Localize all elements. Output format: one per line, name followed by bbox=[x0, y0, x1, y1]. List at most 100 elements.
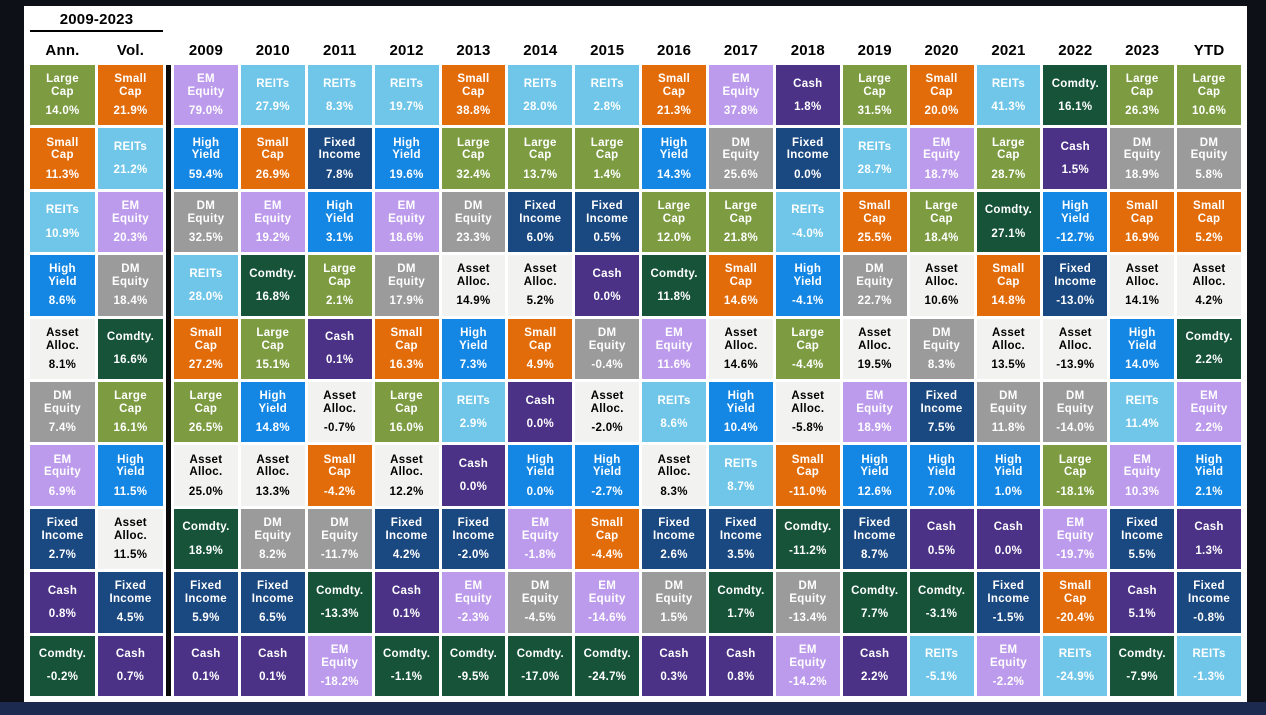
asset-cell-label: High Yield bbox=[116, 453, 145, 479]
asset-cell-label: EM Equity bbox=[44, 453, 81, 479]
asset-cell-label: High Yield bbox=[927, 453, 956, 479]
asset-cell-value: 18.6% bbox=[389, 231, 424, 244]
asset-cell: Large Cap 32.4% bbox=[441, 128, 506, 189]
asset-cell-label: High Yield bbox=[526, 453, 555, 479]
asset-cell: Comdty. 2.2% bbox=[1177, 318, 1241, 379]
asset-cell-value: 7.8% bbox=[325, 168, 354, 181]
asset-cell-label: DM Equity bbox=[454, 200, 492, 225]
asset-cell-label: DM Equity bbox=[187, 200, 225, 225]
asset-cell-label: High Yield bbox=[1127, 326, 1157, 352]
asset-cell-label: Cash bbox=[115, 648, 146, 661]
column-header-2023: 2023 bbox=[1125, 41, 1160, 59]
asset-cell-label: Asset Alloc. bbox=[590, 390, 624, 416]
asset-cell: Fixed Income 5.9% bbox=[174, 572, 238, 633]
asset-cell-label: Fixed Income bbox=[184, 580, 227, 606]
asset-cell-value: 4.9% bbox=[526, 358, 555, 371]
asset-cell-value: 5.1% bbox=[1128, 608, 1156, 621]
asset-cell-label: High Yield bbox=[592, 453, 622, 479]
asset-cell-value: -1.8% bbox=[524, 548, 557, 561]
asset-cell-value: 27.9% bbox=[255, 100, 290, 113]
asset-cell: Fixed Income -0.8% bbox=[1177, 572, 1241, 633]
asset-cell-value: 4.2% bbox=[1195, 295, 1223, 308]
asset-cell-value: 14.8% bbox=[255, 422, 290, 435]
asset-cell-value: 5.5% bbox=[1128, 548, 1156, 561]
asset-cell-label: Large Cap bbox=[390, 390, 423, 416]
asset-cell-label: REITs bbox=[1125, 394, 1159, 407]
asset-cell-label: Fixed Income bbox=[519, 200, 562, 225]
asset-cell: Large Cap 15.1% bbox=[240, 318, 305, 379]
bottom-accent-bar bbox=[0, 702, 1266, 715]
asset-cell-label: Small Cap bbox=[189, 326, 223, 352]
asset-cell-value: 15.1% bbox=[255, 358, 290, 371]
asset-cell: Small Cap 20.0% bbox=[909, 65, 974, 126]
asset-cell: Asset Alloc. 5.2% bbox=[508, 255, 573, 316]
asset-cell-value: -20.4% bbox=[1056, 612, 1095, 625]
asset-cell-label: DM Equity bbox=[588, 326, 626, 352]
asset-cell-value: 8.7% bbox=[727, 481, 755, 494]
asset-cell: Cash 1.8% bbox=[775, 65, 840, 126]
asset-cell-value: 11.8% bbox=[991, 422, 1026, 435]
asset-cell: Comdty. 11.8% bbox=[642, 255, 706, 316]
asset-cell: REITs -1.3% bbox=[1177, 635, 1241, 696]
asset-cell: REITs 8.6% bbox=[642, 382, 706, 443]
asset-cell-value: 0.1% bbox=[192, 671, 220, 684]
asset-cell-label: Cash bbox=[458, 457, 489, 470]
asset-cell-label: Small Cap bbox=[524, 326, 557, 352]
asset-cell-value: 37.8% bbox=[723, 105, 758, 118]
asset-cell: Asset Alloc. -2.0% bbox=[575, 382, 640, 443]
asset-cell-label: Large Cap bbox=[1058, 453, 1092, 479]
asset-cell: Small Cap 21.3% bbox=[642, 65, 706, 126]
asset-cell: Asset Alloc. 25.0% bbox=[174, 445, 238, 506]
asset-cell-label: Fixed Income bbox=[109, 580, 152, 606]
asset-cell-label: EM Equity bbox=[388, 200, 426, 225]
asset-cell-label: Fixed Income bbox=[653, 517, 696, 542]
asset-cell-label: Large Cap bbox=[724, 200, 758, 225]
asset-cell-value: 20.0% bbox=[924, 105, 959, 118]
asset-cell-label: High Yield bbox=[1194, 453, 1224, 479]
asset-cell-label: REITs bbox=[590, 77, 624, 90]
asset-cell: REITs 19.7% bbox=[374, 65, 439, 126]
asset-cell: High Yield 19.6% bbox=[374, 128, 439, 189]
asset-cell-value: 2.2% bbox=[860, 671, 889, 684]
asset-cell: REITs -5.1% bbox=[909, 635, 974, 696]
asset-cell: High Yield -12.7% bbox=[1043, 191, 1108, 253]
asset-cell-value: 21.3% bbox=[657, 105, 692, 118]
column-header-2010: 2010 bbox=[255, 41, 290, 59]
asset-cell-value: 18.9% bbox=[188, 544, 223, 557]
asset-cell-value: -4.0% bbox=[792, 227, 824, 240]
asset-cell-label: Comdty. bbox=[851, 584, 899, 597]
asset-cell-value: 2.7% bbox=[48, 548, 77, 561]
asset-cell: Small Cap 16.9% bbox=[1110, 191, 1175, 253]
asset-cell-label: REITs bbox=[1192, 648, 1226, 661]
asset-cell-label: REITs bbox=[113, 140, 148, 153]
asset-cell-label: High Yield bbox=[994, 453, 1023, 479]
asset-cell-value: -13.4% bbox=[788, 612, 827, 625]
asset-cell-label: Large Cap bbox=[323, 263, 357, 289]
asset-cell-value: 28.7% bbox=[991, 168, 1026, 181]
asset-cell: Cash 0.0% bbox=[508, 382, 573, 443]
asset-cell-value: 18.4% bbox=[113, 295, 148, 308]
asset-cell-label: Large Cap bbox=[925, 200, 958, 225]
asset-cell-value: 16.1% bbox=[1058, 100, 1093, 113]
asset-cell-value: 14.8% bbox=[991, 295, 1026, 308]
asset-cell-label: Large Cap bbox=[256, 326, 290, 352]
asset-cell-label: DM Equity bbox=[112, 263, 149, 289]
asset-cell: DM Equity -0.4% bbox=[575, 318, 640, 379]
asset-cell: High Yield 11.5% bbox=[98, 445, 163, 506]
asset-cell: EM Equity 20.3% bbox=[98, 191, 163, 253]
asset-cell: EM Equity 10.3% bbox=[1110, 445, 1175, 506]
asset-cell: EM Equity 19.2% bbox=[240, 191, 305, 253]
asset-cell-label: DM Equity bbox=[856, 263, 894, 289]
asset-cell-value: 0.0% bbox=[994, 544, 1023, 557]
asset-cell-value: 11.4% bbox=[1125, 417, 1159, 430]
asset-cell: Comdty. -3.1% bbox=[909, 572, 974, 633]
column-header-2020: 2020 bbox=[924, 41, 959, 59]
asset-cell-value: 2.2% bbox=[1195, 422, 1223, 435]
asset-cell-label: DM Equity bbox=[521, 580, 559, 606]
asset-cell: Cash 1.3% bbox=[1177, 508, 1241, 570]
asset-cell: Large Cap 31.5% bbox=[842, 65, 907, 126]
asset-cell: Fixed Income 5.5% bbox=[1110, 508, 1175, 570]
asset-cell: Fixed Income -1.5% bbox=[976, 572, 1041, 633]
asset-cell-value: 0.3% bbox=[660, 671, 688, 684]
